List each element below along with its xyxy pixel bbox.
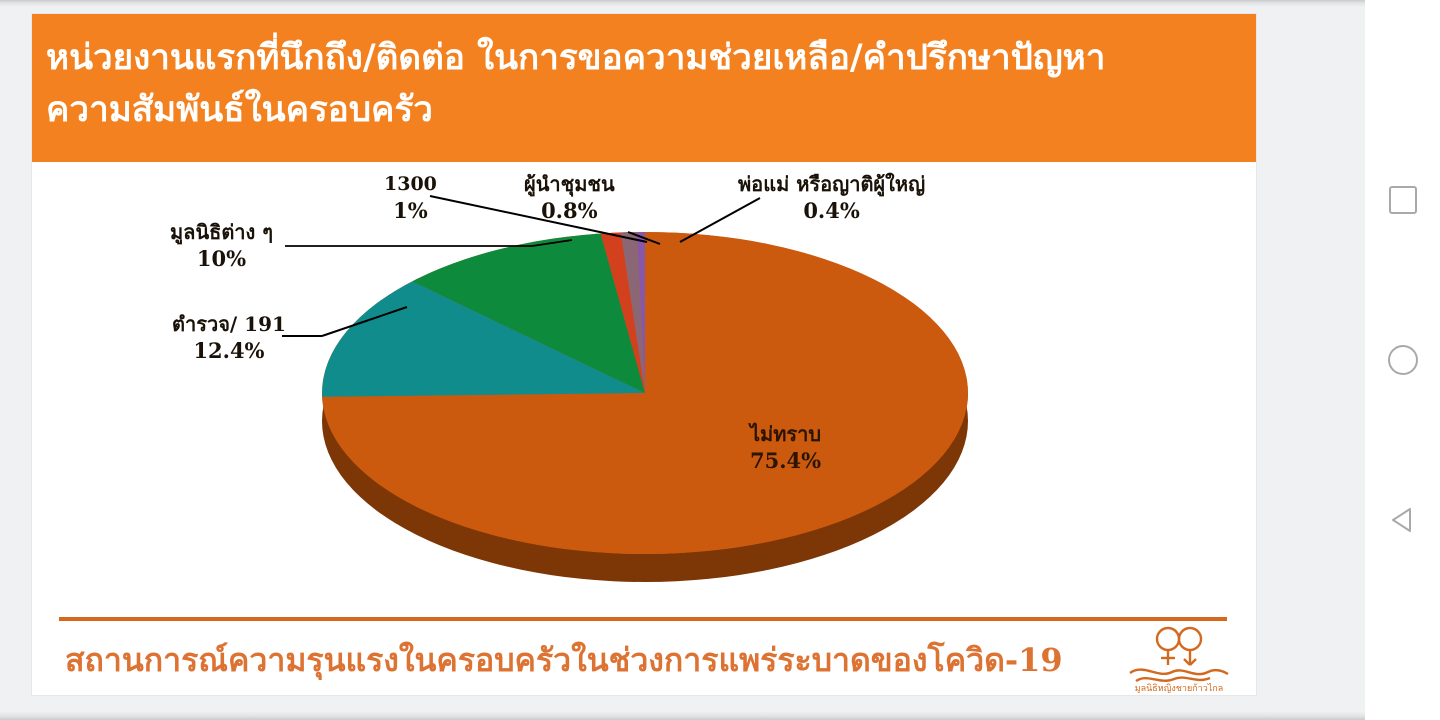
callout-1300: 1300 1% <box>384 172 437 226</box>
circle-icon <box>1387 345 1418 375</box>
callout-parent-relative-value: 0.4% <box>803 198 860 223</box>
pie-slice-foundation <box>412 233 645 393</box>
document-viewer[interactable]: หน่วยงานแรกที่นึกถึง/ติดต่อ ในการขอความช… <box>0 0 1365 720</box>
pie-slices <box>322 232 968 554</box>
callout-parent-relative: พ่อแม่ หรือญาติผู้ใหญ่ 0.4% <box>738 172 925 226</box>
slide-title-banner: หน่วยงานแรกที่นึกถึง/ติดต่อ ในการขอความช… <box>32 14 1256 162</box>
callout-police: ตำรวจ/ 191 12.4% <box>172 312 286 366</box>
organization-logo-caption: มูลนิธิหญิงชายก้าวไกล <box>1135 683 1224 693</box>
recents-button[interactable] <box>1365 170 1440 230</box>
back-button[interactable] <box>1365 490 1440 550</box>
pie-slice-parent-relative <box>636 232 645 393</box>
callout-community-leader: ผู้นำชุมชน 0.8% <box>524 172 615 226</box>
callout-police-value: 12.4% <box>193 338 265 363</box>
pie-slice-unknown <box>322 232 968 554</box>
callout-unknown-value: 75.4% <box>750 448 822 473</box>
callout-police-label: ตำรวจ/ 191 <box>172 312 286 336</box>
callout-unknown-label: ไม่ทราบ <box>750 422 822 446</box>
slide-title-line-2: ความสัมพันธ์ในครอบครัว <box>46 89 433 130</box>
callout-foundation-label: มูลนิธิต่าง ๆ <box>170 220 274 244</box>
callout-parent-relative-label: พ่อแม่ หรือญาติผู้ใหญ่ <box>738 172 926 196</box>
callout-foundation-value: 10% <box>196 246 247 271</box>
viewer-top-edge <box>0 0 1365 7</box>
pie-graphic <box>322 232 968 608</box>
slide-title-line-1: หน่วยงานแรกที่นึกถึง/ติดต่อ ในการขอความช… <box>46 37 1106 78</box>
callout-community-leader-label: ผู้นำชุมชน <box>524 172 615 196</box>
pie-chart: มูลนิธิต่าง ๆ 10% ตำรวจ/ 191 12.4% 1300 … <box>32 162 1256 617</box>
callout-foundation: มูลนิธิต่าง ๆ 10% <box>170 220 273 274</box>
callout-unknown: ไม่ทราบ 75.4% <box>750 422 821 476</box>
callout-1300-label: 1300 <box>384 173 437 195</box>
square-icon <box>1388 186 1417 214</box>
callout-community-leader-value: 0.8% <box>541 198 598 223</box>
footer-divider <box>59 617 1227 621</box>
home-button[interactable] <box>1365 330 1440 390</box>
slide-page: หน่วยงานแรกที่นึกถึง/ติดต่อ ในการขอความช… <box>32 14 1256 695</box>
pie-top-face <box>322 232 968 554</box>
viewer-bottom-edge <box>0 711 1365 720</box>
footer-caption: สถานการณ์ความรุนแรงในครอบครัวในช่วงการแพ… <box>65 641 1063 679</box>
android-navigation-bar <box>1365 0 1440 720</box>
pie-slice-1300 <box>600 232 645 393</box>
callout-1300-value: 1% <box>393 198 428 223</box>
triangle-left-icon <box>1391 508 1411 532</box>
organization-logo: มูลนิธิหญิงชายก้าวไกล <box>1124 625 1234 694</box>
slide-footer: สถานการณ์ความรุนแรงในครอบครัวในช่วงการแพ… <box>32 617 1256 695</box>
